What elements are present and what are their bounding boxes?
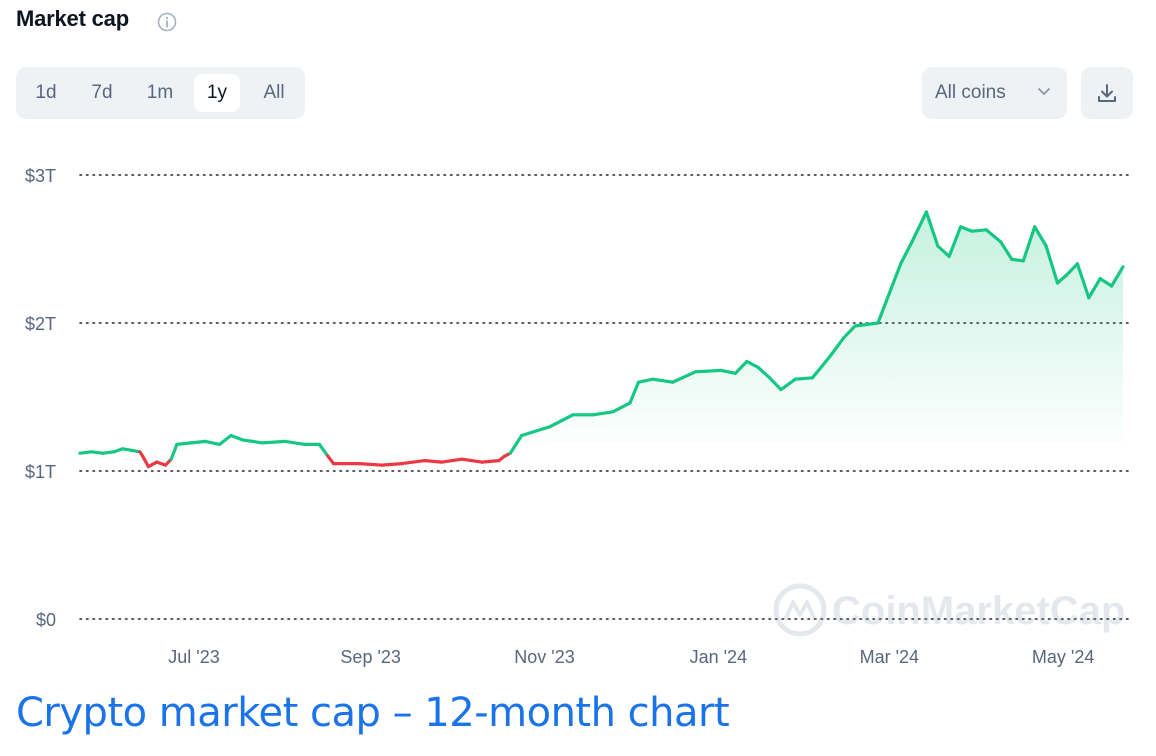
line-segment bbox=[1087, 277, 1102, 300]
gridlines bbox=[79, 174, 1131, 620]
line-segment bbox=[1044, 244, 1060, 285]
line-segment bbox=[733, 359, 749, 375]
line-segment bbox=[936, 244, 951, 259]
line-segment bbox=[141, 454, 150, 469]
line-segment bbox=[970, 228, 988, 233]
line-segment bbox=[1010, 257, 1025, 263]
line-segment bbox=[591, 410, 615, 417]
line-segment bbox=[767, 376, 783, 392]
line-segment bbox=[719, 368, 738, 375]
line-segment bbox=[899, 239, 914, 266]
line-segment bbox=[146, 460, 159, 469]
line-segment bbox=[779, 377, 797, 392]
line-segment bbox=[1033, 225, 1048, 248]
line-segment bbox=[910, 210, 929, 244]
line-segment bbox=[440, 457, 464, 464]
range-tab-1y[interactable]: 1y bbox=[194, 74, 240, 112]
line-segment bbox=[1064, 262, 1080, 278]
line-segment bbox=[229, 433, 244, 442]
line-segment bbox=[984, 228, 1003, 244]
line-segment bbox=[693, 368, 723, 374]
line-segment bbox=[169, 442, 179, 461]
line-segment bbox=[101, 450, 116, 455]
caption: Crypto market cap – 12-month chart bbox=[16, 690, 730, 736]
line-segment bbox=[793, 376, 815, 381]
line-segment bbox=[175, 441, 193, 446]
y-tick-label: $1T bbox=[25, 462, 56, 482]
line-segment bbox=[559, 413, 575, 423]
line-segment bbox=[317, 442, 330, 458]
line-segment bbox=[203, 439, 222, 446]
line-segment bbox=[260, 439, 287, 445]
line-segment bbox=[78, 450, 94, 455]
market-cap-chart[interactable]: $0 $1T $2T $3T Jul '23 Sep '23 Nov '23 Jan '24… bbox=[0, 140, 1156, 680]
y-tick-label: $0 bbox=[36, 610, 56, 630]
line-segment bbox=[924, 210, 940, 248]
coins-select[interactable]: All coins bbox=[922, 67, 1067, 119]
line-segment bbox=[508, 433, 524, 455]
line-segment bbox=[89, 450, 105, 455]
line-segment bbox=[283, 439, 307, 446]
series-line bbox=[78, 210, 1125, 469]
line-segment bbox=[218, 433, 233, 446]
line-segment bbox=[400, 459, 427, 466]
line-segment bbox=[853, 321, 880, 328]
x-tick-label: Jul '23 bbox=[168, 647, 219, 667]
line-segment bbox=[958, 225, 974, 233]
chevron-down-icon bbox=[1038, 88, 1050, 95]
x-axis: Jul '23 Sep '23 Nov '23 Jan '24 Mar '24 May '… bbox=[168, 647, 1094, 667]
download-button[interactable] bbox=[1081, 67, 1133, 119]
line-segment bbox=[611, 401, 632, 414]
line-segment bbox=[189, 439, 207, 445]
line-segment bbox=[1109, 265, 1125, 288]
range-tab-all[interactable]: All bbox=[263, 82, 285, 103]
line-segment bbox=[671, 370, 698, 384]
line-segment bbox=[357, 462, 384, 467]
line-segment bbox=[1098, 277, 1114, 288]
x-tick-label: Jan '24 bbox=[690, 647, 747, 667]
x-tick-label: Mar '24 bbox=[860, 647, 919, 667]
line-segment bbox=[534, 425, 552, 433]
area-fill bbox=[80, 212, 1123, 454]
line-segment bbox=[1075, 262, 1091, 300]
range-tab-1d[interactable]: 1d bbox=[35, 82, 57, 103]
watermark-text: CoinMarketCap bbox=[832, 589, 1125, 633]
y-tick-label: $2T bbox=[25, 314, 56, 334]
range-tab-7d[interactable]: 7d bbox=[91, 82, 113, 103]
line-segment bbox=[520, 429, 538, 438]
line-segment bbox=[423, 459, 444, 464]
page-title: Market cap bbox=[16, 6, 129, 31]
line-segment bbox=[876, 291, 891, 325]
line-segment bbox=[1021, 225, 1037, 263]
line-segment bbox=[380, 462, 404, 467]
line-segment bbox=[240, 438, 264, 445]
line-segment bbox=[756, 365, 772, 380]
line-segment bbox=[745, 359, 760, 369]
x-tick-label: May '24 bbox=[1032, 647, 1094, 667]
line-segment bbox=[480, 459, 501, 464]
info-icon[interactable] bbox=[157, 12, 177, 32]
line-segment bbox=[1055, 274, 1068, 285]
line-segment bbox=[842, 324, 857, 340]
line-segment bbox=[548, 419, 564, 429]
y-tick-label: $3T bbox=[25, 166, 56, 186]
range-tab-1m[interactable]: 1m bbox=[146, 82, 174, 103]
line-segment bbox=[887, 262, 903, 295]
watermark: CoinMarketCap bbox=[773, 583, 1125, 637]
line-segment bbox=[827, 336, 846, 359]
y-axis: $0 $1T $2T $3T bbox=[25, 166, 56, 630]
download-icon bbox=[1098, 84, 1116, 102]
line-segment bbox=[998, 239, 1014, 262]
x-tick-label: Nov '23 bbox=[514, 647, 574, 667]
line-segment bbox=[651, 377, 675, 384]
time-range-tabs: 1d 7d 1m 1y All bbox=[16, 67, 305, 119]
x-tick-label: Sep '23 bbox=[340, 647, 401, 667]
line-segment bbox=[460, 457, 484, 464]
line-segment bbox=[810, 355, 832, 380]
line-segment bbox=[636, 377, 655, 384]
line-segment bbox=[947, 225, 963, 259]
line-segment bbox=[628, 380, 641, 405]
coins-select-label: All coins bbox=[935, 82, 1006, 103]
